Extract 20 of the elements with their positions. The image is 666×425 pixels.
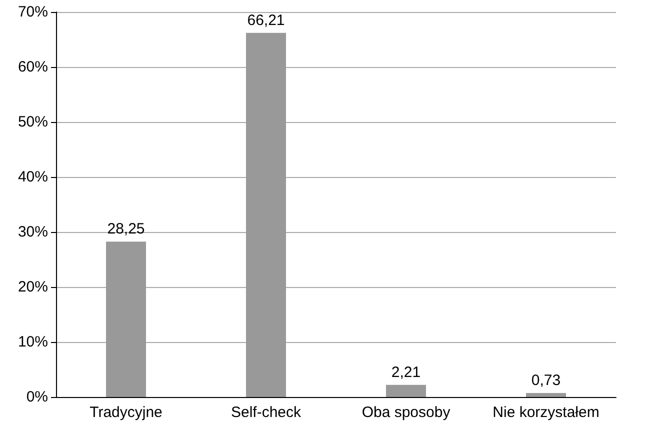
y-tick-label: 60%	[18, 58, 48, 76]
x-tick-label: Self-check	[230, 404, 302, 421]
y-tick-label: 10%	[18, 334, 48, 350]
y-tick-label: 50%	[18, 114, 48, 130]
bar	[246, 32, 286, 397]
y-tick-label: 20%	[18, 278, 48, 296]
bar	[106, 242, 146, 397]
x-tick-label: Nie korzystałem	[492, 404, 600, 421]
bar	[526, 392, 566, 397]
data-label: 0,73	[531, 372, 561, 389]
data-label: 66,21	[247, 12, 285, 29]
x-tick-label: Oba sposoby	[362, 404, 451, 421]
data-label: 28,25	[107, 220, 145, 238]
x-tick-label: Tradycyjne	[90, 404, 162, 421]
data-label: 2,21	[391, 364, 421, 381]
y-tick-label: 0%	[26, 388, 48, 406]
y-tick-label: 70%	[18, 4, 48, 20]
y-tick-label: 30%	[18, 224, 48, 240]
y-tick-label: 40%	[18, 168, 48, 186]
bar	[386, 384, 426, 397]
